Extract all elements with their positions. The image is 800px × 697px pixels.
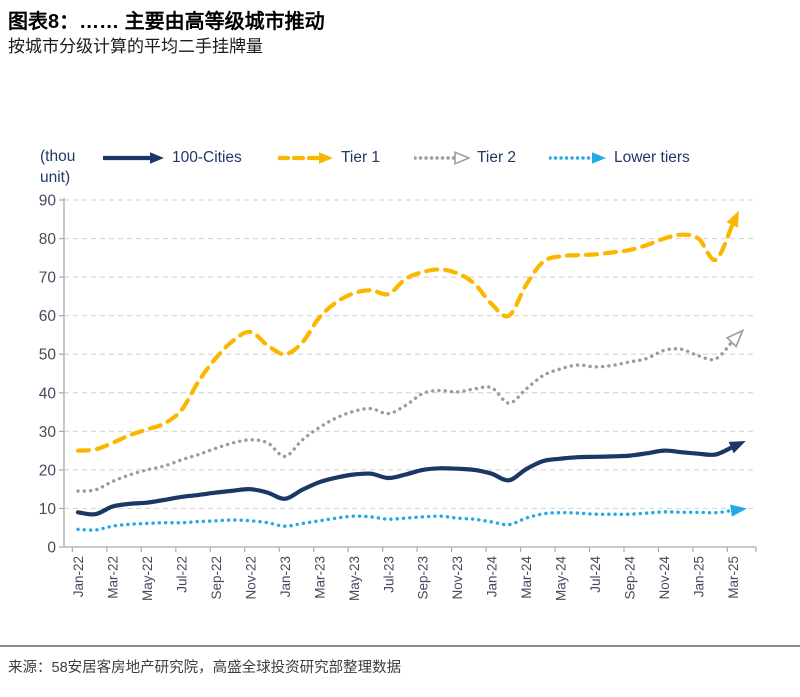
y-tick-labels: 0 10 20 30 40 50 60 70 80 90	[39, 193, 57, 557]
chart-subtitle: 按城市分级计算的平均二手挂牌量	[8, 37, 263, 56]
y-tick-label: 20	[39, 462, 57, 479]
legend-label: Tier 1	[341, 149, 381, 166]
x-tick-label: May-24	[554, 556, 569, 602]
series-tier-2	[76, 328, 745, 493]
x-tick-label: Jul-23	[381, 556, 396, 593]
y-tick-label: 30	[39, 424, 57, 441]
legend-item-tier-1: Tier 1	[278, 149, 380, 167]
x-tick-label: Sep-22	[209, 556, 224, 600]
y-tick-label: 10	[39, 501, 57, 518]
legend-item-lower-tiers: Lower tiers	[549, 149, 690, 167]
line-end-arrow-icon	[725, 328, 745, 348]
x-tick-label: Jan-25	[692, 556, 707, 597]
legend-label: Lower tiers	[614, 149, 690, 166]
series-100-cities	[75, 441, 746, 517]
axes	[59, 198, 757, 552]
x-tick-label: May-23	[347, 556, 362, 601]
x-tick-label: Jan-24	[485, 556, 500, 598]
y-axis-unit-label: (thou unit)	[40, 148, 76, 186]
x-tick-label: Nov-23	[450, 556, 465, 600]
x-tick-label: Jan-22	[71, 556, 86, 597]
dashed-line-arrow-icon	[278, 150, 334, 166]
dotted-line-arrow-icon	[549, 150, 607, 166]
x-tick-label: Mar-24	[519, 556, 534, 599]
source-note: 来源：58安居客房地产研究院，高盛全球投资研究部整理数据	[8, 660, 402, 676]
y-gridlines	[64, 199, 756, 510]
x-tick-label: Jul-22	[174, 556, 189, 593]
x-tick-label: Mar-23	[312, 556, 327, 599]
y-tick-label: 50	[39, 347, 57, 364]
legend-item-tier-2: Tier 2	[414, 149, 516, 167]
legend-label: 100-Cities	[172, 149, 242, 166]
x-tick-label: Nov-22	[243, 556, 258, 600]
footer-divider	[0, 645, 800, 647]
y-tick-label: 60	[39, 308, 57, 325]
x-tick-label: May-22	[140, 556, 155, 601]
line-end-arrow-icon	[726, 210, 739, 228]
x-tick-label: Mar-25	[726, 556, 741, 599]
x-tick-label: Jan-23	[278, 556, 293, 597]
y-tick-label: 0	[47, 540, 56, 557]
line-end-arrow-icon	[730, 504, 747, 517]
y-tick-label: 90	[39, 193, 57, 210]
x-tick-label: Mar-22	[105, 556, 120, 599]
solid-line-arrow-icon	[103, 150, 165, 166]
x-tick-label: Nov-24	[657, 556, 672, 600]
legend-label: Tier 2	[477, 149, 517, 166]
dotted-line-arrow-icon	[414, 150, 470, 166]
legend-item-100-cities: 100-Cities	[103, 149, 242, 167]
x-tick-label: Jul-24	[588, 556, 603, 593]
series-lower-tiers	[76, 504, 747, 532]
line-end-arrow-icon	[728, 441, 746, 454]
x-tick-label: Sep-24	[623, 556, 638, 600]
y-tick-label: 40	[39, 385, 57, 402]
y-tick-label: 70	[39, 270, 57, 287]
x-tick-label: Sep-23	[416, 556, 431, 600]
chart-title: 图表8：…… 主要由高等级城市推动	[8, 11, 325, 33]
series-tier-1	[75, 210, 739, 453]
x-tick-labels: Jan-22 Mar-22 May-22 Jul-22 Sep-22 Nov-22 Jan-…	[71, 556, 741, 602]
y-tick-label: 80	[39, 231, 57, 248]
